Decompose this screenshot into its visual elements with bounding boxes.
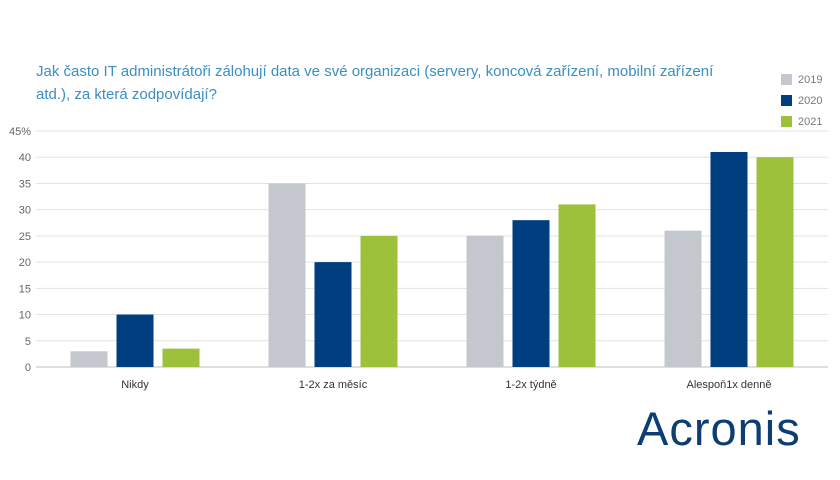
x-tick-label: 1-2x za měsíc — [299, 379, 368, 391]
y-tick-label: 15 — [19, 283, 31, 295]
y-tick-label: 0 — [25, 362, 31, 374]
y-tick-label: 10 — [19, 310, 31, 322]
x-tick-label: Nikdy — [121, 379, 149, 391]
bar-2019-2 — [466, 235, 504, 367]
bar-2020-1 — [314, 262, 352, 367]
y-tick-label: 40 — [19, 152, 31, 164]
bar-2019-3 — [664, 230, 702, 367]
x-tick-label: 1-2x týdně — [505, 379, 556, 391]
x-tick-label: Alespoň1x denně — [686, 379, 771, 391]
bar-2021-3 — [756, 157, 794, 367]
bar-2021-1 — [360, 235, 398, 367]
legend-label-2021: 2021 — [798, 115, 823, 128]
y-tick-label: 25 — [19, 231, 31, 243]
y-tick-label: 30 — [19, 205, 31, 217]
bar-2021-0 — [162, 348, 200, 367]
legend-item-2019: 2019 — [781, 69, 822, 90]
y-tick-label: 35 — [19, 178, 31, 190]
bar-2019-1 — [268, 183, 306, 367]
bar-2021-2 — [558, 204, 596, 367]
legend-label-2019: 2019 — [798, 73, 823, 86]
bar-2020-2 — [512, 220, 550, 367]
legend-item-2021: 2021 — [781, 111, 822, 132]
legend-swatch-2020 — [781, 95, 792, 106]
bar-2020-0 — [116, 314, 154, 367]
y-tick-label: 5 — [25, 336, 31, 348]
legend: 2019 2020 2021 — [781, 69, 822, 132]
acronis-logo: Acronis — [637, 402, 801, 455]
legend-swatch-2019 — [781, 74, 792, 85]
legend-swatch-2021 — [781, 116, 792, 127]
legend-item-2020: 2020 — [781, 90, 822, 111]
chart-title: Jak často IT administrátoři zálohují dat… — [36, 63, 714, 103]
y-tick-label: 45% — [9, 126, 31, 138]
legend-label-2020: 2020 — [798, 94, 823, 107]
bar-2020-3 — [710, 151, 748, 367]
bar-2019-0 — [70, 351, 108, 367]
bar-chart: 0 5 10 15 20 25 30 35 40 45% Nikdy 1-2x za měsíc 1-2… — [9, 126, 828, 391]
y-tick-label: 20 — [19, 257, 31, 269]
